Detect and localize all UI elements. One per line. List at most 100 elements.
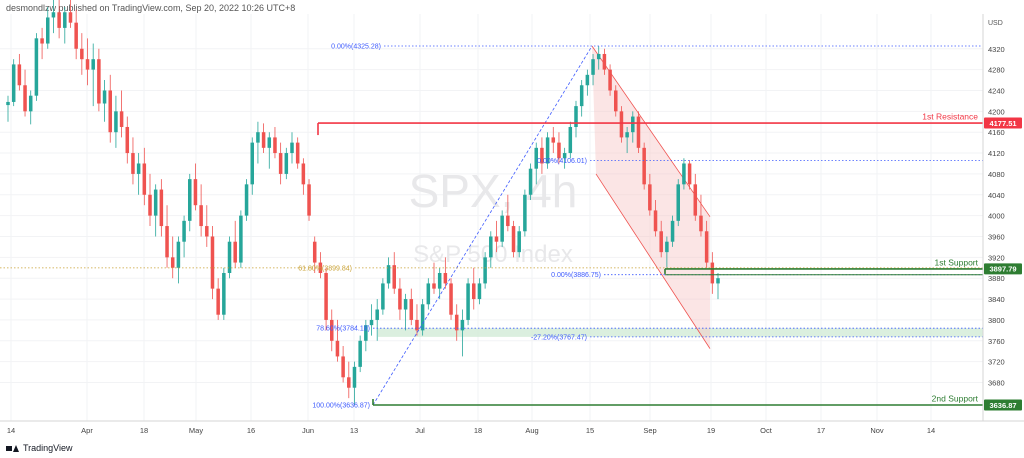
candle-body (205, 226, 209, 237)
candle-body (358, 340, 362, 367)
y-tick-label: 4240 (988, 86, 1005, 95)
level-label: 1st Resistance (922, 112, 978, 122)
candle-body (74, 22, 78, 49)
x-tick-label: Jun (302, 426, 314, 435)
candle-body (290, 142, 294, 154)
candle-body (63, 12, 67, 28)
candle-body (653, 210, 658, 232)
candle-body (403, 299, 408, 310)
candle-body (341, 356, 345, 378)
watermark: SPX, 4h S&P 500 Index (409, 165, 578, 268)
candle-body (443, 272, 448, 284)
candle-body (284, 153, 289, 174)
candle-body (233, 241, 237, 263)
price-axis-bg (983, 0, 1024, 421)
candle-body (477, 283, 482, 300)
candle-body (148, 194, 152, 216)
candle-body (551, 137, 556, 143)
fib-level-label: 100.00%(3636.87) (312, 403, 370, 410)
candle-body (324, 272, 328, 320)
x-tick-label: Aug (525, 426, 538, 435)
candle-body (631, 116, 635, 133)
x-tick-label: 13 (350, 426, 358, 435)
candle-body (619, 111, 624, 138)
candle-body (295, 142, 300, 164)
x-tick-label: 15 (586, 426, 594, 435)
candle-body (517, 231, 521, 253)
price-badge-label: 3636.87 (989, 401, 1016, 410)
y-tick-label: 4040 (988, 191, 1005, 200)
candle-body (17, 64, 22, 86)
watermark-symbol: SPX, 4h (409, 165, 578, 217)
candle-body (381, 283, 385, 310)
candle-body (562, 153, 567, 159)
x-tick-label: Apr (81, 426, 93, 435)
candle-body (608, 69, 612, 91)
y-tick-label: 3920 (988, 253, 1005, 262)
candle-body (398, 288, 402, 310)
candle-body (682, 163, 686, 185)
candle-body (165, 226, 169, 258)
grid (0, 14, 983, 421)
publisher-caption: desmondlzw published on TradingView.com,… (6, 3, 296, 13)
y-tick-label: 3960 (988, 232, 1005, 241)
candle-body (386, 265, 391, 284)
candle-body (511, 226, 516, 253)
candle-body (540, 147, 544, 164)
candle-body (28, 95, 33, 112)
time-axis[interactable]: 14 Apr 18 May 16 Jun 13 Jul 18 Aug 15 Sep 19 Oct 17 Nov… (0, 420, 1024, 435)
y-tick-label: 3680 (988, 379, 1005, 388)
candle-body (222, 272, 226, 315)
candle-body (119, 111, 124, 127)
candle-body (57, 12, 61, 28)
candle-body (545, 137, 550, 164)
y-tick-label: 4000 (988, 212, 1005, 221)
candle-body (136, 163, 141, 174)
candle-body (335, 340, 340, 357)
candle-body (449, 283, 453, 315)
candle-body (557, 142, 561, 159)
x-tick-label: 14 (927, 426, 935, 435)
candle-body (534, 147, 539, 169)
price-axis[interactable]: USD 3680 3720 3760 3800 3840 3880 3920 3960 4000 4… (982, 0, 1024, 421)
candle-body (91, 59, 95, 70)
candle-body (489, 236, 493, 258)
candle-body (415, 319, 419, 331)
candle-body (227, 241, 232, 273)
watermark-name: S&P 500 Index (413, 241, 573, 268)
candle-body (114, 111, 118, 133)
candle-body (352, 366, 357, 388)
fib-level-label: 0.00%(3886.75) (551, 272, 601, 279)
candle-body (460, 319, 465, 331)
candle-body (312, 241, 317, 263)
candle-body (40, 38, 44, 44)
candle-body (68, 12, 73, 23)
candle-body (420, 304, 425, 331)
candle-body (102, 90, 107, 104)
candle-body (364, 325, 368, 341)
levels: 0.00%(4325.28) 61.80%(3899.84) 78.60%(3784… (0, 44, 983, 410)
candle-body (239, 215, 243, 263)
candle-body (523, 194, 527, 232)
x-tick-label: Jul (415, 426, 425, 435)
candle-body (199, 205, 203, 227)
channel-bottom-line (595, 173, 711, 349)
y-tick-label: 4120 (988, 149, 1005, 158)
y-tick-label: 4320 (988, 45, 1005, 54)
candle-body (466, 283, 470, 320)
y-tick-label: 3880 (988, 274, 1005, 283)
candle-body (687, 163, 692, 185)
x-tick-label: May (189, 426, 203, 435)
candle-body (216, 288, 220, 315)
candle-body (329, 319, 334, 341)
candle-body (80, 48, 84, 60)
candle-body (347, 377, 351, 388)
candle-body (261, 132, 266, 148)
candle-body (210, 236, 215, 289)
candle-body (108, 90, 113, 133)
x-tick-label: Oct (760, 426, 773, 435)
fib-level-label: 78.60%(3784.18) (316, 326, 370, 333)
candle-body (6, 101, 10, 106)
level-label: 2nd Support (932, 394, 979, 404)
